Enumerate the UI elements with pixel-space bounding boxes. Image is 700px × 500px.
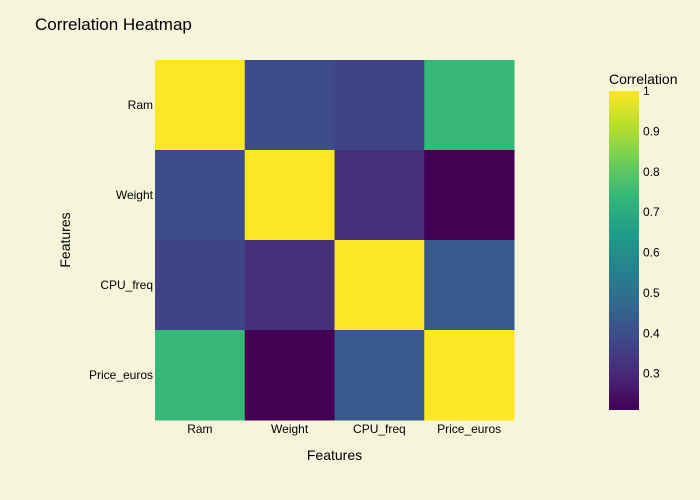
x-tick-label: Price_euros xyxy=(437,422,501,436)
y-tick-labels: Ram Weight CPU_freq Price_euros xyxy=(89,98,154,382)
chart-title: Correlation Heatmap xyxy=(35,15,192,34)
heatmap-cell xyxy=(424,150,515,241)
heatmap-cell xyxy=(155,60,246,151)
colorbar-tick-label: 0.9 xyxy=(643,124,660,138)
colorbar-tick-labels: 0.3 0.4 0.5 0.6 0.7 0.8 0.9 1 xyxy=(643,84,660,381)
colorbar-tick-label: 0.4 xyxy=(643,326,660,340)
heatmap-cell xyxy=(424,330,515,421)
colorbar-tick-label: 0.8 xyxy=(643,165,660,179)
heatmap-cell xyxy=(334,330,425,421)
heatmap-cell xyxy=(334,150,425,241)
heatmap-cell xyxy=(155,240,246,331)
x-tick-label: CPU_freq xyxy=(353,422,406,436)
colorbar-tick-label: 0.7 xyxy=(643,205,660,219)
heatmap-cell xyxy=(334,60,425,151)
y-axis-label: Features xyxy=(57,212,73,267)
heatmap-cell xyxy=(244,330,335,421)
heatmap-cell xyxy=(244,60,335,151)
heatmap-cell xyxy=(244,240,335,331)
colorbar-title: Correlation xyxy=(609,71,677,87)
heatmap-cell xyxy=(155,150,246,241)
heatmap-cell xyxy=(424,60,515,151)
x-tick-label: Weight xyxy=(271,422,309,436)
colorbar-tick-label: 0.3 xyxy=(643,367,660,381)
heatmap-cell xyxy=(155,330,246,421)
colorbar-tick-label: 1 xyxy=(643,84,650,98)
y-tick-label: Price_euros xyxy=(89,368,153,382)
y-tick-label: CPU_freq xyxy=(100,278,153,292)
heatmap-cell xyxy=(334,240,425,331)
x-tick-labels: Ram Weight CPU_freq Price_euros xyxy=(187,422,501,436)
heatmap-cells xyxy=(155,60,515,421)
colorbar-tick-label: 0.5 xyxy=(643,286,660,300)
y-tick-label: Weight xyxy=(116,188,154,202)
colorbar xyxy=(609,91,639,410)
x-axis-label: Features xyxy=(307,447,362,463)
heatmap-cell xyxy=(424,240,515,331)
y-tick-label: Ram xyxy=(128,98,153,112)
colorbar-tick-label: 0.6 xyxy=(643,246,660,260)
x-tick-label: Ram xyxy=(187,422,212,436)
heatmap-cell xyxy=(244,150,335,241)
